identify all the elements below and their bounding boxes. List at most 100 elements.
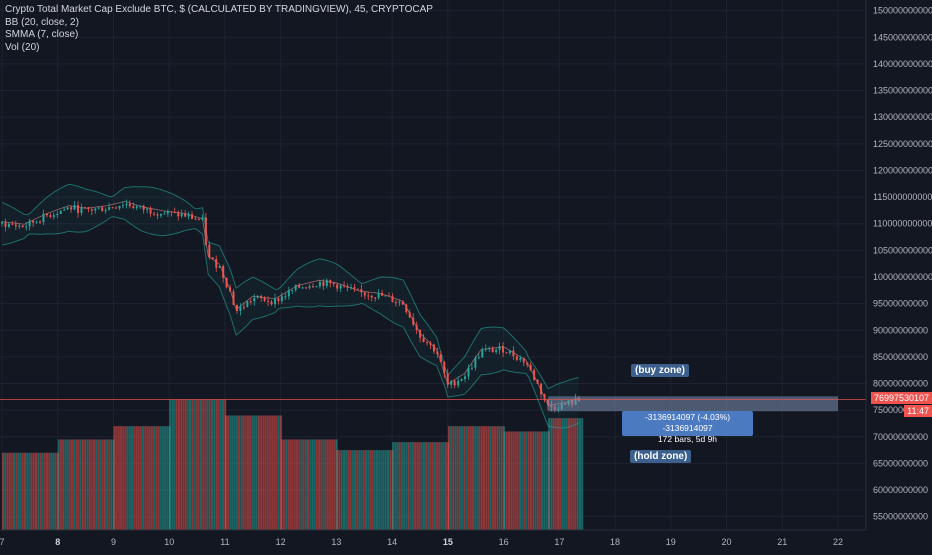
symbol-title[interactable]: Crypto Total Market Cap Exclude BTC, $ (… <box>5 4 433 15</box>
candle-body <box>104 209 107 212</box>
candle-body <box>398 301 401 303</box>
volume-bar <box>148 426 151 530</box>
volume-bar <box>251 415 254 530</box>
volume-bar <box>345 450 348 530</box>
volume-bar <box>478 426 481 530</box>
time-axis[interactable]: 7 8 9 10 11 12 13 14 15 16 17 18 19 20 21 22 <box>0 537 843 547</box>
measure-duration: 172 bars, 5d 9h <box>657 434 718 444</box>
buy-zone-label[interactable]: (buy zone) <box>631 364 689 377</box>
candle-body <box>18 225 21 227</box>
volume-bar <box>275 415 278 530</box>
volume-bar <box>255 415 258 530</box>
volume-bar <box>4 452 7 530</box>
candle-body <box>204 217 207 245</box>
volume-bar <box>534 431 537 530</box>
time-tick-label: 10 <box>164 537 174 547</box>
time-tick-label: 19 <box>666 537 676 547</box>
volume-bar <box>496 426 499 530</box>
price-tick-label: 90000000000 <box>873 325 928 335</box>
candle-body <box>249 301 252 303</box>
candle-body <box>246 301 249 307</box>
volume-bar <box>293 439 296 530</box>
volume-bar <box>485 426 488 530</box>
hold-zone-label[interactable]: (hold zone) <box>630 450 692 463</box>
candle-body <box>377 293 380 298</box>
candle-body <box>184 213 187 217</box>
price-tick-label: 75000000000 <box>873 405 928 415</box>
candle-body <box>156 214 159 216</box>
candle-body <box>94 208 97 211</box>
candle-body <box>467 367 470 377</box>
volume-bar <box>211 399 213 530</box>
candle-body <box>59 210 62 215</box>
volume-bar <box>474 426 477 530</box>
volume-bar <box>131 426 134 530</box>
time-tick-label: 14 <box>387 537 397 547</box>
candle-body <box>526 362 529 365</box>
candle-body <box>481 349 484 358</box>
candle-body <box>7 223 10 227</box>
candle-body <box>56 214 59 216</box>
candle-body <box>149 208 152 214</box>
volume-bar <box>351 450 354 530</box>
candle-body <box>353 287 356 289</box>
volume-bar <box>343 450 345 530</box>
volume-bar <box>242 415 245 530</box>
indicator-bb[interactable]: BB (20, close, 2) <box>5 16 79 28</box>
candle-body <box>128 203 131 207</box>
candle-body <box>329 280 332 284</box>
zone-rectangle[interactable] <box>548 396 838 412</box>
volume-bar <box>389 450 392 530</box>
volume-bar <box>333 439 336 530</box>
time-tick-label: 15 <box>443 537 453 547</box>
volume-bar <box>171 399 174 530</box>
price-tick-label: 150000000000 <box>873 6 932 16</box>
candle-body <box>543 394 546 401</box>
price-axis[interactable]: 150000000000 145000000000 140000000000 1350… <box>873 6 932 522</box>
volume-bar <box>184 399 187 530</box>
candle-body <box>350 287 353 289</box>
price-tick-label: 80000000000 <box>873 379 928 389</box>
volume-bar <box>124 426 127 530</box>
volume-bar <box>246 415 249 530</box>
volume-bar <box>354 450 356 530</box>
volume-bar <box>576 418 579 530</box>
candle-body <box>263 297 266 301</box>
volume-bar <box>217 399 220 530</box>
volume-bar <box>169 399 172 530</box>
volume-bar <box>565 418 568 530</box>
candle-body <box>391 296 394 302</box>
candle-body <box>405 304 408 313</box>
indicator-smma[interactable]: SMMA (7, close) <box>5 29 79 40</box>
candle-body <box>180 213 183 217</box>
candle-body <box>453 380 456 386</box>
volume-bar <box>405 442 408 530</box>
indicator-vol[interactable]: Vol (20) <box>5 41 40 53</box>
volume-bar <box>494 426 497 530</box>
candle-body <box>239 306 242 311</box>
candle-body <box>384 295 387 297</box>
volume-bar <box>137 426 140 530</box>
candle-body <box>294 284 297 290</box>
volume-bar <box>416 442 419 530</box>
candle-body <box>484 348 487 350</box>
candle-body <box>522 357 525 363</box>
volume-bar <box>563 418 566 530</box>
volume-bar <box>178 399 180 530</box>
candle-body <box>477 357 480 359</box>
volume-bar <box>519 431 521 530</box>
volume-bar <box>15 452 18 530</box>
volume-bar <box>180 399 183 530</box>
bollinger-lower-line <box>1 216 580 429</box>
candle-body <box>14 224 17 227</box>
volume-bar <box>487 426 490 530</box>
volume-bar <box>409 442 412 530</box>
price-tick-label: 130000000000 <box>873 112 932 122</box>
candle-body <box>318 281 321 287</box>
volume-bar <box>362 450 365 530</box>
volume-bar <box>70 439 73 530</box>
volume-bar <box>403 442 406 530</box>
volume-bar <box>215 399 218 530</box>
